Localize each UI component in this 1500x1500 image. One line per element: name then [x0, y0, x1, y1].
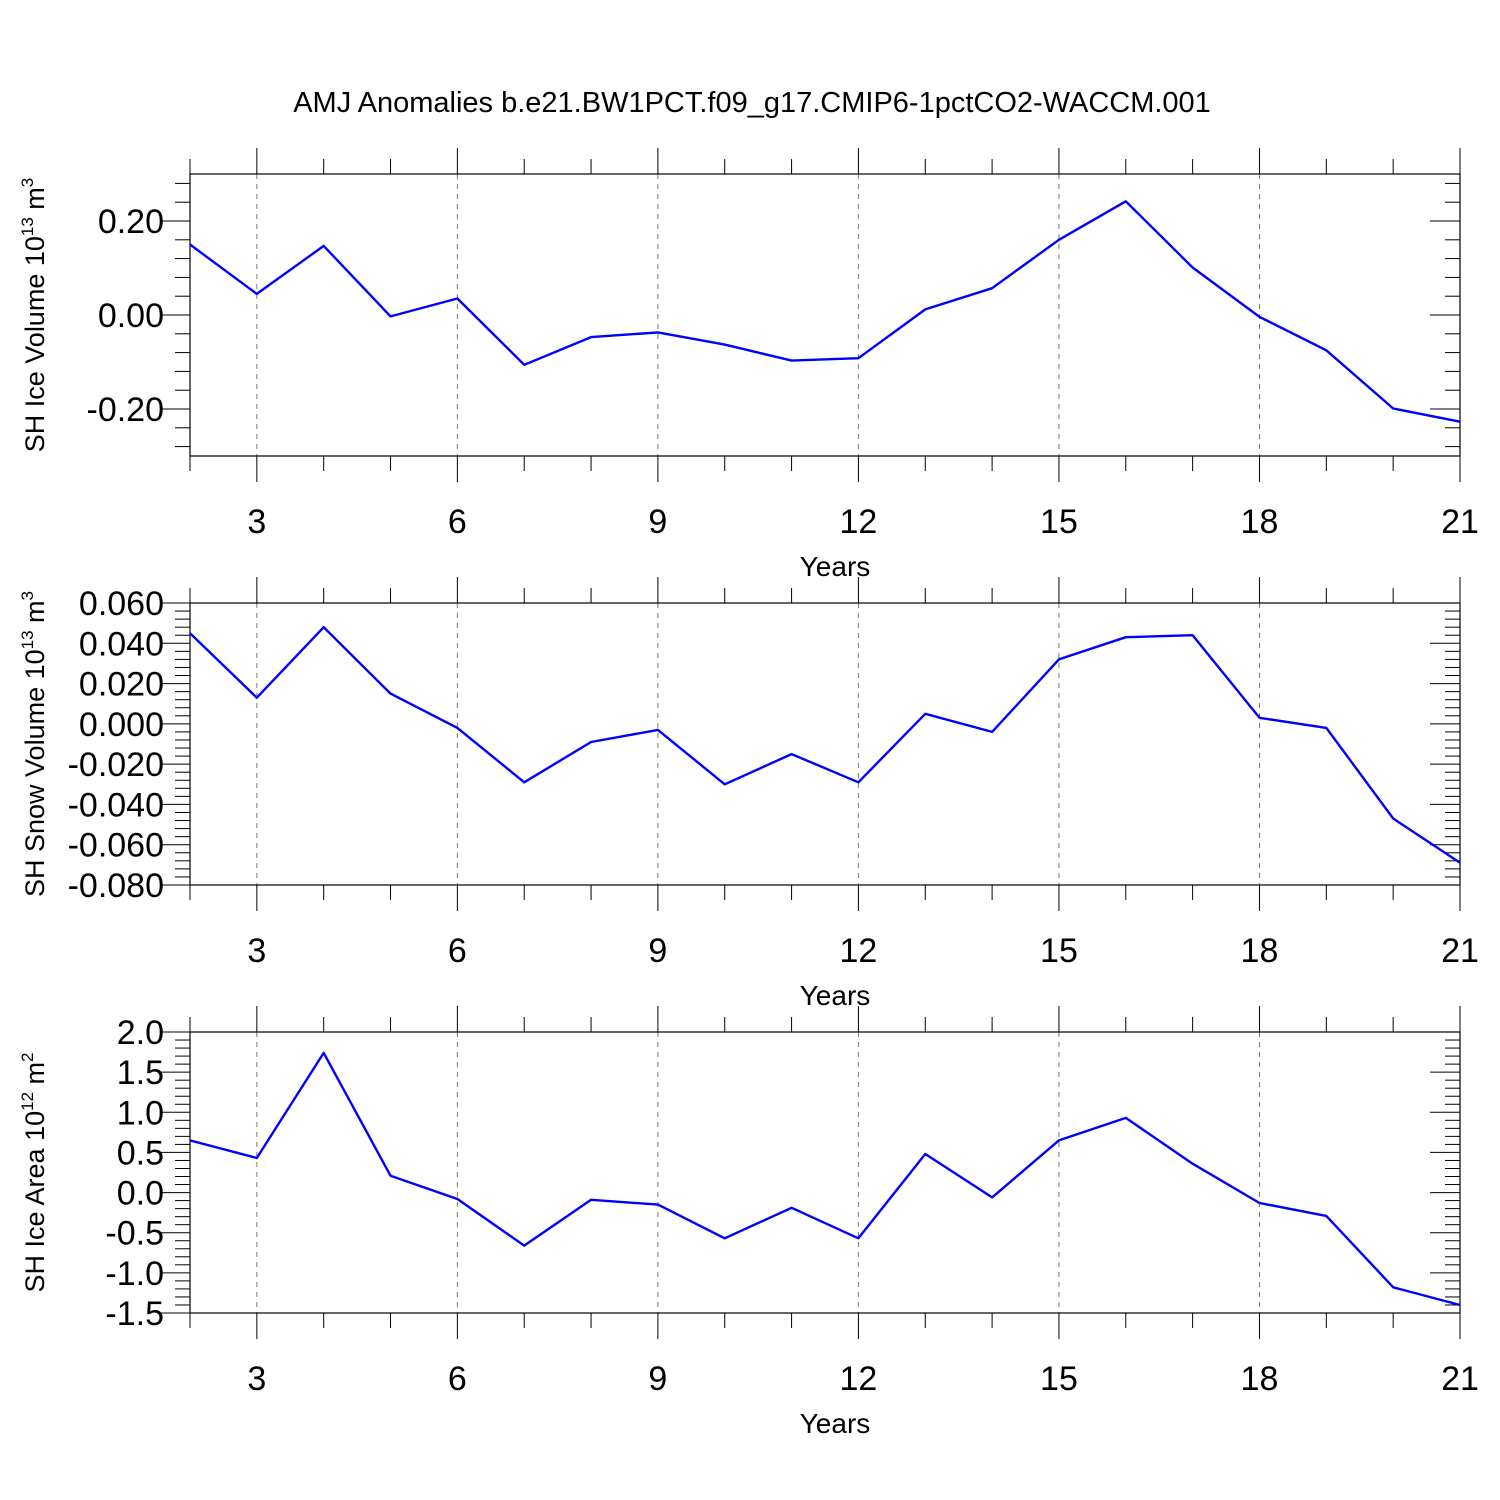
y-tick-label: 1.5 — [117, 1054, 164, 1092]
ylabel-unit-exponent: 3 — [18, 178, 37, 187]
figure-title: AMJ Anomalies b.e21.BW1PCT.f09_g17.CMIP6… — [293, 87, 1211, 119]
ylabel-exponent: 12 — [18, 1092, 37, 1111]
x-tick-label: 15 — [1040, 932, 1078, 970]
y-tick-label: 2.0 — [117, 1014, 164, 1052]
y-tick-label: 0.00 — [98, 297, 164, 335]
y-axis-title: SH Snow Volume 1013 m3 — [18, 591, 50, 897]
ylabel-unit-exponent: 3 — [18, 591, 37, 600]
plot-frame — [189, 173, 1461, 457]
x-tick-label: 18 — [1241, 1360, 1279, 1398]
y-tick-label: 0.5 — [117, 1134, 164, 1172]
x-tick-label: 12 — [840, 932, 878, 970]
chart-panel-3: 3 6 9 12 15 18 21 Years -1.5-1.0-0.50.00.51.01.5… — [18, 1006, 1479, 1439]
series-line — [189, 200, 1461, 423]
x-tick-label: 21 — [1441, 932, 1479, 970]
x-tick-label: 15 — [1040, 503, 1078, 541]
x-tick-label: 3 — [247, 503, 266, 541]
ylabel-base: SH Ice Volume 10 — [20, 236, 50, 452]
x-tick-label: 12 — [840, 1360, 878, 1398]
x-axis-title: Years — [800, 980, 871, 1011]
x-tick-label: 21 — [1441, 1360, 1479, 1398]
y-tick-label: -0.080 — [68, 867, 164, 905]
plot-frame — [189, 1031, 1461, 1314]
ylabel-unit: m — [20, 187, 50, 217]
x-tick-label: 6 — [448, 1360, 467, 1398]
y-tick-label: -0.020 — [68, 746, 164, 784]
chart-panel-1: 3 6 9 12 15 18 21 Years -0.20 0.00 0.20 SH Ice Volu… — [18, 148, 1479, 582]
x-axis-title: Years — [800, 551, 871, 582]
x-tick-label: 9 — [648, 932, 667, 970]
y-axis-title: SH Ice Area 1012 m2 — [18, 1053, 50, 1293]
ylabel-base: SH Ice Area 10 — [20, 1111, 50, 1293]
ylabel-exponent: 13 — [18, 217, 37, 236]
series-line — [189, 1051, 1461, 1307]
y-tick-label: 0.060 — [79, 585, 164, 623]
y-tick-label: -1.5 — [105, 1295, 164, 1333]
x-tick-label: 3 — [247, 932, 266, 970]
y-axis-title: SH Ice Volume 1013 m3 — [18, 178, 50, 453]
y-tick-label: 1.0 — [117, 1094, 164, 1132]
x-tick-label: 12 — [840, 503, 878, 541]
y-tick-label: -0.20 — [87, 391, 165, 429]
ylabel-exponent: 13 — [18, 630, 37, 649]
series-line — [189, 626, 1461, 864]
x-tick-label: 3 — [247, 1360, 266, 1398]
x-tick-label: 6 — [448, 503, 467, 541]
y-tick-label: -0.060 — [68, 827, 164, 865]
y-tick-label: -0.040 — [68, 786, 164, 824]
ylabel-unit-exponent: 2 — [18, 1053, 37, 1062]
x-tick-label: 21 — [1441, 503, 1479, 541]
y-tick-label: 0.0 — [117, 1175, 164, 1213]
plot-frame — [189, 602, 1461, 886]
y-tick-label: 0.020 — [79, 666, 164, 704]
panels: 3 6 9 12 15 18 21 Years -0.20 0.00 0.20 SH Ice Volu… — [18, 148, 1479, 1439]
x-tick-label: 18 — [1241, 503, 1279, 541]
ylabel-base: SH Snow Volume 10 — [20, 649, 50, 897]
x-tick-label: 9 — [648, 1360, 667, 1398]
x-axis-title: Years — [800, 1408, 871, 1439]
y-tick-label: -0.5 — [105, 1215, 164, 1253]
chart-panel-2: 3 6 9 12 15 18 21 Years -0.080-0.060-0.040-0.020… — [18, 577, 1479, 1011]
y-tick-label: 0.20 — [98, 203, 164, 241]
x-tick-label: 6 — [448, 932, 467, 970]
ylabel-unit: m — [20, 600, 50, 630]
y-tick-label: 0.000 — [79, 706, 164, 744]
y-tick-label: 0.040 — [79, 625, 164, 663]
x-tick-label: 15 — [1040, 1360, 1078, 1398]
x-tick-label: 18 — [1241, 932, 1279, 970]
y-tick-label: -1.0 — [105, 1255, 164, 1293]
ylabel-unit: m — [20, 1062, 50, 1092]
x-tick-label: 9 — [648, 503, 667, 541]
